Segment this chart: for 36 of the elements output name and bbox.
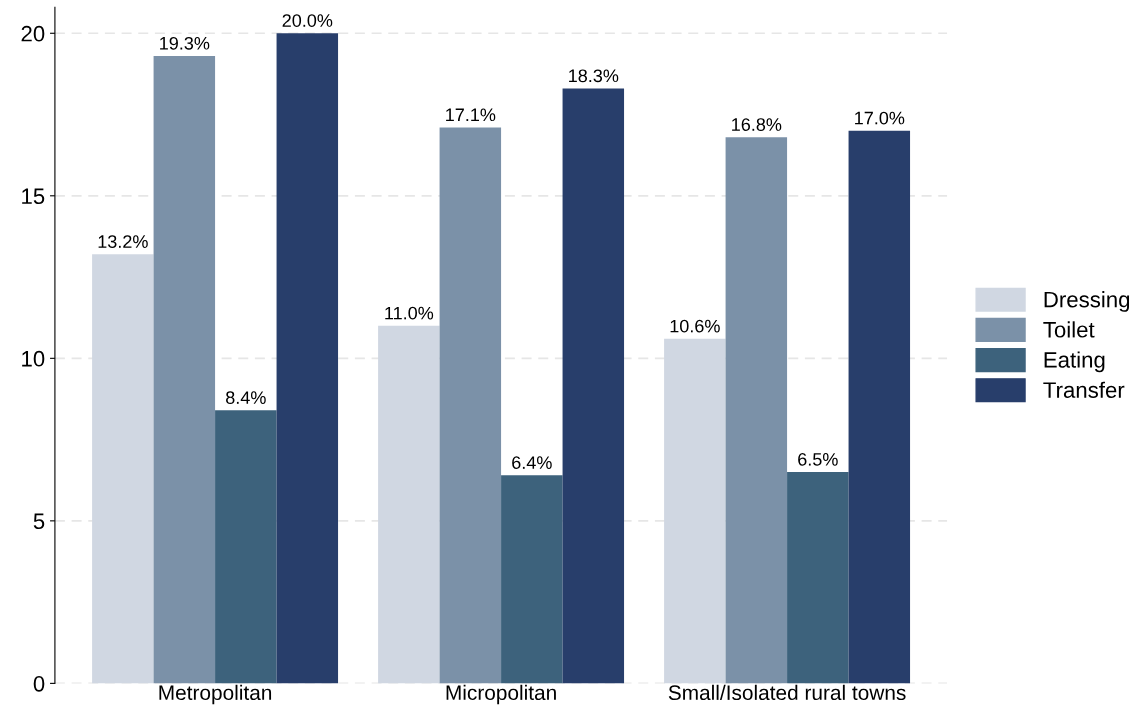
bar: [378, 325, 440, 684]
bar: [664, 338, 726, 684]
data-label: 18.3%: [569, 69, 619, 83]
bar: [562, 88, 625, 684]
bar: [92, 254, 154, 684]
x-tick-label: Micropolitan: [446, 684, 556, 705]
data-label: 19.3%: [160, 36, 210, 50]
data-label: 6.5%: [798, 452, 838, 466]
bar: [439, 127, 502, 684]
data-label: 6.4%: [512, 456, 552, 469]
data-label: 20.0%: [282, 14, 333, 27]
legend-label: Toilet: [1043, 321, 1095, 338]
legend-label: Eating: [1044, 351, 1105, 373]
y-tick-label: 15: [22, 188, 45, 205]
bar: [501, 475, 563, 684]
y-tick-label: 0: [33, 675, 45, 692]
bar: [215, 410, 277, 684]
data-label: 17.0%: [855, 111, 905, 125]
data-label: 16.8%: [732, 118, 782, 131]
y-tick-label: 20: [21, 25, 45, 42]
bar: [276, 33, 339, 684]
bar: [725, 137, 788, 684]
data-label: 11.0%: [385, 306, 434, 320]
x-tick-label: Metropolitan: [159, 684, 272, 705]
bar: [153, 56, 216, 684]
bar: [848, 130, 911, 684]
data-label: 10.6%: [670, 319, 720, 333]
y-tick-label: 5: [33, 513, 45, 530]
data-label: 17.1%: [446, 108, 496, 122]
x-tick-label: Small/Isolated rural towns: [668, 684, 906, 701]
data-label: 8.4%: [226, 391, 266, 404]
legend-label: Transfer: [1043, 381, 1125, 398]
legend-label: Dressing: [1044, 291, 1130, 312]
data-label: 13.2%: [98, 235, 148, 248]
bar: [787, 472, 849, 684]
y-tick-label: 10: [22, 350, 45, 367]
